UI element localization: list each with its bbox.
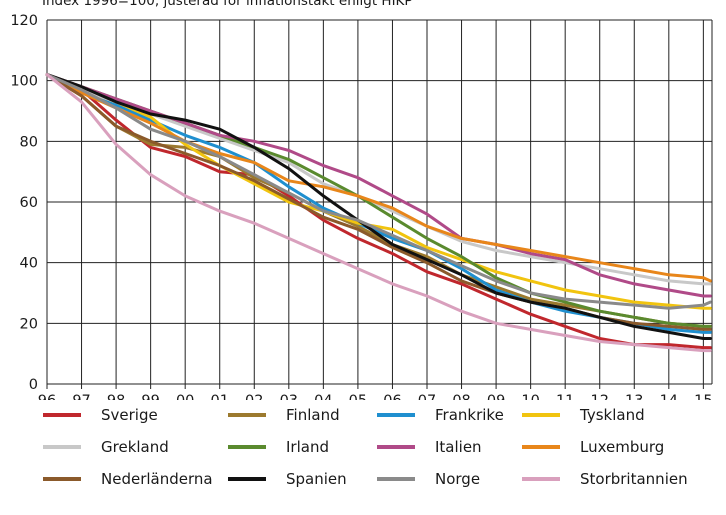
x-tick-label: 06 xyxy=(383,393,401,400)
x-tick-label: 05 xyxy=(349,393,367,400)
x-tick-label: 00 xyxy=(176,393,194,400)
x-tick-label: 12 xyxy=(591,393,609,400)
x-tick-label: 03 xyxy=(280,393,298,400)
chart-legend: Sverige Finland Frankrike Tyskland Grekland I… xyxy=(0,400,726,515)
legend-label: Grekland xyxy=(101,438,169,456)
legend-swatch xyxy=(43,445,81,449)
legend-item: Storbritannien xyxy=(522,470,688,488)
legend-label: Finland xyxy=(286,406,340,424)
x-tick-label: 96 xyxy=(38,393,56,400)
legend-item: Frankrike xyxy=(377,406,504,424)
legend-item: Sverige xyxy=(43,406,158,424)
legend-swatch xyxy=(377,413,415,417)
x-tick-label: 11 xyxy=(556,393,574,400)
legend-item: Finland xyxy=(228,406,340,424)
line-chart: 0 20 40 60 80 100 120 96 97 98 99 00 01 02 03 04 05 06 07 0… xyxy=(10,13,712,400)
x-tick-label: 97 xyxy=(72,393,90,400)
x-tick-label: 13 xyxy=(625,393,643,400)
x-tick-label: 01 xyxy=(211,393,229,400)
legend-item: Luxemburg xyxy=(522,438,664,456)
legend-label: Norge xyxy=(435,470,481,488)
y-tick-label: 40 xyxy=(20,256,38,272)
x-tick-label: 04 xyxy=(314,393,332,400)
legend-swatch xyxy=(228,477,266,481)
legend-item: Grekland xyxy=(43,438,169,456)
legend-item: Tyskland xyxy=(522,406,645,424)
series-line-storbritannien xyxy=(45,73,712,353)
y-tick-label: 60 xyxy=(20,195,38,211)
x-tick-label: 02 xyxy=(245,393,263,400)
chart-subtitle: Index 1996=100, justerad för inflationst… xyxy=(42,0,413,9)
legend-swatch xyxy=(377,445,415,449)
x-tick-label: 15 xyxy=(694,393,712,400)
x-tick-label: 10 xyxy=(521,393,539,400)
series-line-norge xyxy=(45,73,712,310)
legend-swatch xyxy=(522,413,560,417)
series-line-grekland xyxy=(45,73,712,286)
series-line-tyskland xyxy=(45,73,712,310)
legend-swatch xyxy=(377,477,415,481)
x-tick-label: 08 xyxy=(452,393,470,400)
series-line-luxemburg xyxy=(45,73,712,283)
legend-label: Frankrike xyxy=(435,406,504,424)
legend-label: Spanien xyxy=(286,470,347,488)
legend-item: Spanien xyxy=(228,470,347,488)
legend-swatch xyxy=(228,413,266,417)
legend-label: Italien xyxy=(435,438,482,456)
x-tick-label: 98 xyxy=(107,393,125,400)
legend-swatch xyxy=(43,413,81,417)
y-tick-label: 100 xyxy=(10,74,38,90)
legend-item: Italien xyxy=(377,438,482,456)
legend-label: Storbritannien xyxy=(580,470,688,488)
series-line-nederländerna xyxy=(45,73,712,331)
legend-label: Tyskland xyxy=(580,406,645,424)
y-tick-label: 20 xyxy=(20,316,38,332)
y-tick-label: 80 xyxy=(20,134,38,150)
legend-label: Sverige xyxy=(101,406,158,424)
legend-label: Nederländerna xyxy=(101,470,213,488)
legend-swatch xyxy=(522,477,560,481)
legend-item: Norge xyxy=(377,470,480,488)
x-tick-label: 07 xyxy=(418,393,436,400)
legend-item: Nederländerna xyxy=(43,470,213,488)
series-line-spanien xyxy=(45,73,712,340)
y-tick-label: 120 xyxy=(10,13,38,29)
y-tick-label: 0 xyxy=(29,377,38,393)
legend-swatch xyxy=(228,445,266,449)
legend-item: Irland xyxy=(228,438,329,456)
legend-swatch xyxy=(43,477,81,481)
legend-label: Luxemburg xyxy=(580,438,665,456)
x-tick-label: 09 xyxy=(487,393,505,400)
legend-label: Irland xyxy=(286,438,329,456)
x-tick-label: 99 xyxy=(141,393,159,400)
legend-swatch xyxy=(522,445,560,449)
x-tick-label: 14 xyxy=(660,393,678,400)
